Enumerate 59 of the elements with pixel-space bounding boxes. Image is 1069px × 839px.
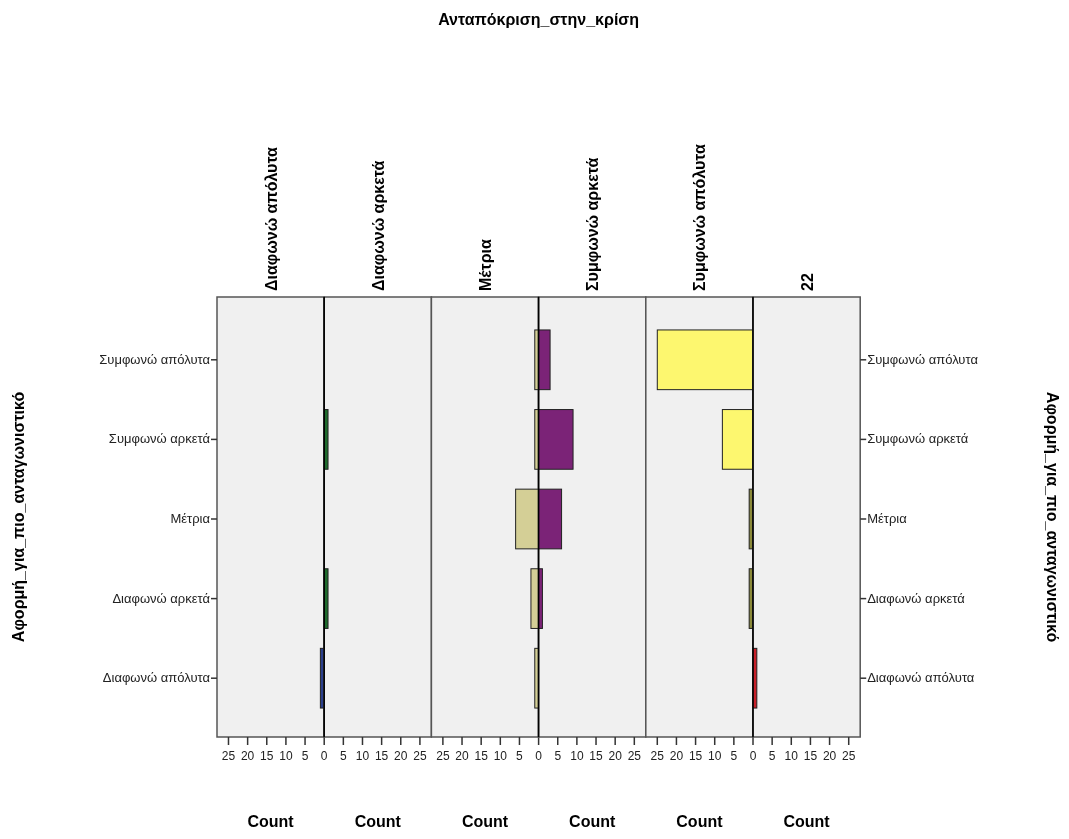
x-tick-label: 5 [340,749,347,763]
x-tick-label: 5 [730,749,738,763]
x-tick-label: 20 [822,749,837,763]
x-tick-label: 10 [784,749,799,763]
x-axis-title: Count [354,813,402,830]
y-tick-label: Μέτρια [867,511,908,526]
y-tick-label: Συμφωνώ απόλυτα [99,351,211,367]
x-tick-label: 20 [455,749,470,763]
bar [721,409,754,470]
y-tick-label: Μέτρια [170,511,211,526]
x-tick-label: 25 [627,749,642,763]
x-tick-label: 25 [436,749,450,763]
x-tick-label: 5 [301,749,309,763]
y-tick-label: Διαφωνώ αρκετά [112,590,211,606]
y-tick-label: Διαφωνώ απόλυτα [102,670,211,686]
x-tick-label: 25 [413,749,427,763]
x-axis-title: Count [676,813,724,830]
chart-title: Μέτρια [477,238,494,291]
x-tick-label: 5 [768,749,776,763]
chart-title: Διαφωνώ αρκετά [369,160,387,291]
x-tick-label: 15 [374,749,389,763]
x-tick-label: 10 [279,749,293,763]
x-tick-label: 10 [355,749,370,763]
y-tick-label: Συμφωνώ απόλυτα [867,351,979,367]
x-axis-title: Count [569,813,616,830]
y-tick-label: Συμφωνώ αρκετά [867,431,969,447]
x-tick-label: 25 [221,749,236,763]
x-tick-label: 25 [650,749,665,763]
x-tick-label: 10 [493,749,508,763]
text: Ανταπόκριση_στην_κρίση [438,11,640,28]
x-tick-label: 10 [708,749,722,763]
x-tick-label: 15 [474,749,489,763]
x-axis-title: Count [783,813,831,830]
x-tick-label: 15 [260,749,274,763]
x-tick-label: 15 [688,749,703,763]
x-tick-label: 25 [842,749,856,763]
x-tick-label: 20 [240,749,255,763]
x-tick-label: 0 [749,749,757,763]
bar [656,329,754,391]
chart-title: Συμφωνώ απόλυτα [691,143,709,291]
x-tick-label: 10 [570,749,584,763]
x-tick-label: 0 [535,749,543,763]
x-tick-label: 5 [516,749,524,763]
x-tick-label: 15 [803,749,818,763]
x-axis-title: Count [461,813,509,830]
y-axis-title: Αφορμή_για_πιο_ανταγωνιστικό [1044,391,1061,643]
y-tick-label: Διαφωνώ αρκετά [867,590,966,606]
y-axis-title: Αφορμή_για_πιο_ανταγωνιστικό [10,391,27,643]
x-tick-label: 15 [589,749,604,763]
x-tick-label: 20 [669,749,684,763]
x-axis-title: Count [247,813,295,830]
y-tick-label: Διαφωνώ απόλυτα [867,670,975,686]
x-tick-label: 20 [608,749,623,763]
chart-title: Συμφωνώ αρκετά [584,157,602,291]
y-tick-label: Συμφωνώ αρκετά [108,431,211,447]
x-tick-label: 5 [554,749,562,763]
chart-title: 22 [798,273,816,291]
x-tick-label: 0 [320,749,328,763]
x-tick-label: 20 [394,749,408,763]
